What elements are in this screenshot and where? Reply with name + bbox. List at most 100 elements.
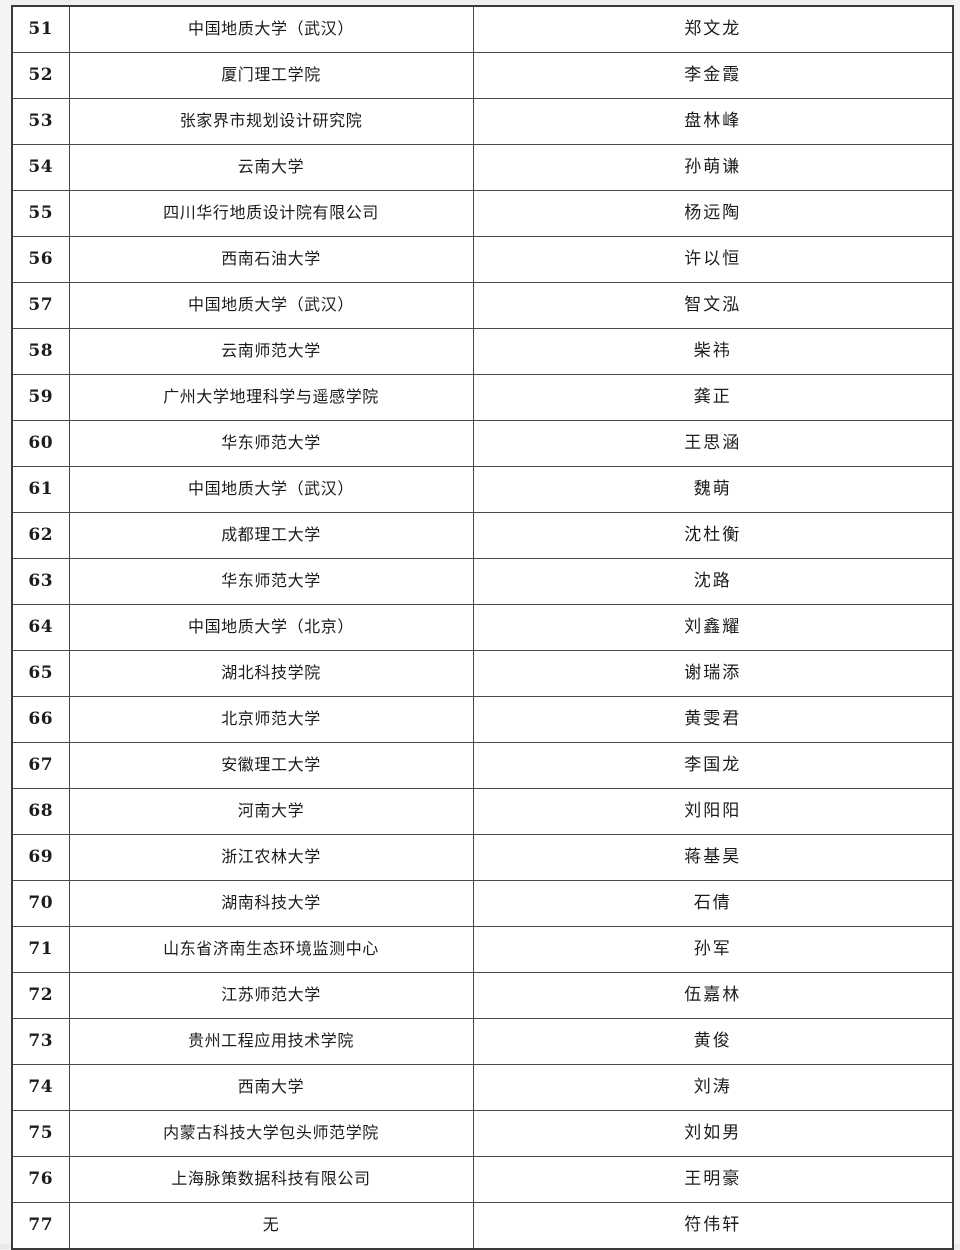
table-row: 53 张家界市规划设计研究院 盘林峰: [11, 98, 954, 145]
cell-name: 盘林峰: [472, 98, 954, 145]
cell-index: 72: [11, 972, 70, 1019]
table-row: 65 湖北科技学院 谢瑞添: [11, 650, 954, 697]
cell-organization: 湖南科技大学: [68, 880, 474, 927]
cell-index: 73: [11, 1018, 70, 1065]
cell-name: 符伟轩: [472, 1202, 954, 1250]
cell-index: 55: [11, 190, 70, 237]
cell-name: 孙萌谦: [472, 144, 954, 191]
table-row: 70 湖南科技大学 石倩: [11, 880, 954, 927]
cell-index: 65: [11, 650, 70, 697]
cell-organization: 成都理工大学: [68, 512, 474, 559]
roster-table: 51 中国地质大学（武汉） 郑文龙 52 厦门理工学院 李金霞 53 张家界市规划设计研究院盘…: [11, 5, 954, 1250]
cell-organization: 安徽理工大学: [68, 742, 474, 789]
cell-index: 57: [11, 282, 70, 329]
cell-name: 魏萌: [472, 466, 954, 513]
table-row: 55 四川华行地质设计院有限公司 杨远陶: [11, 190, 954, 237]
cell-name: 龚正: [472, 374, 954, 421]
cell-index: 74: [11, 1064, 70, 1111]
cell-name: 王明豪: [472, 1156, 954, 1203]
cell-index: 54: [11, 144, 70, 191]
cell-organization: 浙江农林大学: [68, 834, 474, 881]
cell-index: 62: [11, 512, 70, 559]
cell-index: 71: [11, 926, 70, 973]
cell-index: 58: [11, 328, 70, 375]
cell-name: 谢瑞添: [472, 650, 954, 697]
table-row: 64 中国地质大学（北京） 刘鑫耀: [11, 604, 954, 651]
table-row: 62 成都理工大学 沈杜衡: [11, 512, 954, 559]
cell-organization: 西南石油大学: [68, 236, 474, 283]
table-row: 71 山东省济南生态环境监测中心 孙军: [11, 926, 954, 973]
cell-name: 柴祎: [472, 328, 954, 375]
cell-name: 刘如男: [472, 1110, 954, 1157]
cell-organization: 云南大学: [68, 144, 474, 191]
cell-name: 石倩: [472, 880, 954, 927]
cell-organization: 北京师范大学: [68, 696, 474, 743]
table-row: 61 中国地质大学（武汉） 魏萌: [11, 466, 954, 513]
cell-index: 51: [11, 5, 70, 53]
table-row: 52 厦门理工学院 李金霞: [11, 52, 954, 99]
cell-index: 61: [11, 466, 70, 513]
cell-index: 75: [11, 1110, 70, 1157]
table-row: 66 北京师范大学 黄雯君: [11, 696, 954, 743]
roster-table-container: 51 中国地质大学（武汉） 郑文龙 52 厦门理工学院 李金霞 53 张家界市规划设计研究院盘…: [11, 5, 954, 1250]
cell-organization: 贵州工程应用技术学院: [68, 1018, 474, 1065]
cell-name: 王思涵: [472, 420, 954, 467]
cell-name: 黄雯君: [472, 696, 954, 743]
cell-index: 70: [11, 880, 70, 927]
cell-name: 黄俊: [472, 1018, 954, 1065]
cell-organization: 四川华行地质设计院有限公司: [68, 190, 474, 237]
cell-organization: 华东师范大学: [68, 420, 474, 467]
table-row: 51 中国地质大学（武汉） 郑文龙: [11, 5, 954, 53]
cell-organization: 西南大学: [68, 1064, 474, 1111]
cell-index: 77: [11, 1202, 70, 1250]
cell-organization: 江苏师范大学: [68, 972, 474, 1019]
cell-organization: 张家界市规划设计研究院: [68, 98, 474, 145]
table-row: 60 华东师范大学 王思涵: [11, 420, 954, 467]
table-row: 63 华东师范大学 沈路: [11, 558, 954, 605]
cell-index: 66: [11, 696, 70, 743]
cell-organization: 无: [68, 1202, 474, 1250]
table-row: 77 无符伟轩: [11, 1202, 954, 1250]
cell-name: 智文泓: [472, 282, 954, 329]
cell-name: 郑文龙: [472, 5, 954, 53]
cell-organization: 中国地质大学（北京）: [68, 604, 474, 651]
table-row: 59 广州大学地理科学与遥感学院 龚正: [11, 374, 954, 421]
cell-name: 刘阳阳: [472, 788, 954, 835]
table-row: 54 云南大学 孙萌谦: [11, 144, 954, 191]
table-row: 58 云南师范大学 柴祎: [11, 328, 954, 375]
cell-name: 蒋基昊: [472, 834, 954, 881]
table-row: 75 内蒙古科技大学包头师范学院 刘如男: [11, 1110, 954, 1157]
cell-index: 68: [11, 788, 70, 835]
table-row: 73 贵州工程应用技术学院 黄俊: [11, 1018, 954, 1065]
cell-index: 76: [11, 1156, 70, 1203]
roster-table-body: 51 中国地质大学（武汉） 郑文龙 52 厦门理工学院 李金霞 53 张家界市规划设计研究院盘…: [11, 5, 954, 1250]
cell-name: 伍嘉林: [472, 972, 954, 1019]
cell-organization: 云南师范大学: [68, 328, 474, 375]
cell-organization: 上海脉策数据科技有限公司: [68, 1156, 474, 1203]
table-row: 57 中国地质大学（武汉） 智文泓: [11, 282, 954, 329]
cell-name: 沈杜衡: [472, 512, 954, 559]
cell-organization: 内蒙古科技大学包头师范学院: [68, 1110, 474, 1157]
cell-name: 李国龙: [472, 742, 954, 789]
cell-index: 64: [11, 604, 70, 651]
cell-index: 56: [11, 236, 70, 283]
table-row: 68 河南大学 刘阳阳: [11, 788, 954, 835]
cell-organization: 山东省济南生态环境监测中心: [68, 926, 474, 973]
cell-name: 李金霞: [472, 52, 954, 99]
table-row: 69 浙江农林大学 蒋基昊: [11, 834, 954, 881]
table-row: 72 江苏师范大学 伍嘉林: [11, 972, 954, 1019]
cell-name: 刘涛: [472, 1064, 954, 1111]
cell-index: 53: [11, 98, 70, 145]
cell-name: 沈路: [472, 558, 954, 605]
cell-index: 69: [11, 834, 70, 881]
cell-index: 60: [11, 420, 70, 467]
cell-organization: 华东师范大学: [68, 558, 474, 605]
cell-organization: 厦门理工学院: [68, 52, 474, 99]
cell-name: 许以恒: [472, 236, 954, 283]
cell-organization: 广州大学地理科学与遥感学院: [68, 374, 474, 421]
cell-organization: 中国地质大学（武汉）: [68, 5, 474, 53]
table-row: 67 安徽理工大学 李国龙: [11, 742, 954, 789]
page-top-margin: [0, 0, 960, 5]
cell-index: 67: [11, 742, 70, 789]
